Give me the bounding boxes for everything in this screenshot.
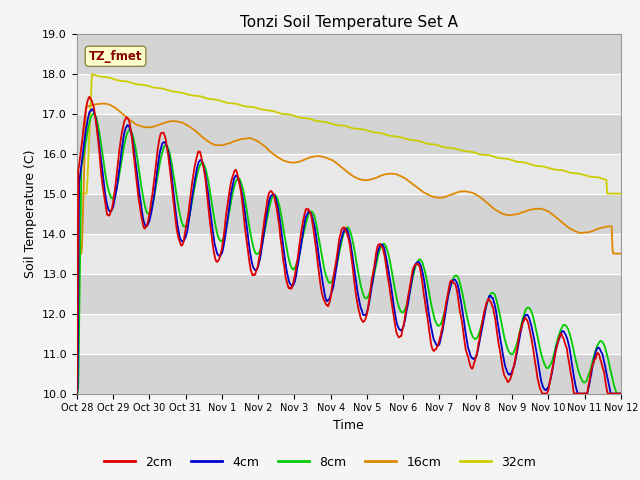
Bar xyxy=(77,313,621,354)
Legend: 2cm, 4cm, 8cm, 16cm, 32cm: 2cm, 4cm, 8cm, 16cm, 32cm xyxy=(99,451,541,474)
Bar xyxy=(77,73,621,114)
Bar xyxy=(77,234,621,274)
Bar xyxy=(77,34,621,73)
Title: Tonzi Soil Temperature Set A: Tonzi Soil Temperature Set A xyxy=(240,15,458,30)
Bar xyxy=(77,193,621,234)
Y-axis label: Soil Temperature (C): Soil Temperature (C) xyxy=(24,149,36,278)
Text: TZ_fmet: TZ_fmet xyxy=(89,50,142,63)
Bar xyxy=(77,274,621,313)
Bar xyxy=(77,154,621,193)
Bar xyxy=(77,114,621,154)
Bar xyxy=(77,354,621,394)
X-axis label: Time: Time xyxy=(333,419,364,432)
